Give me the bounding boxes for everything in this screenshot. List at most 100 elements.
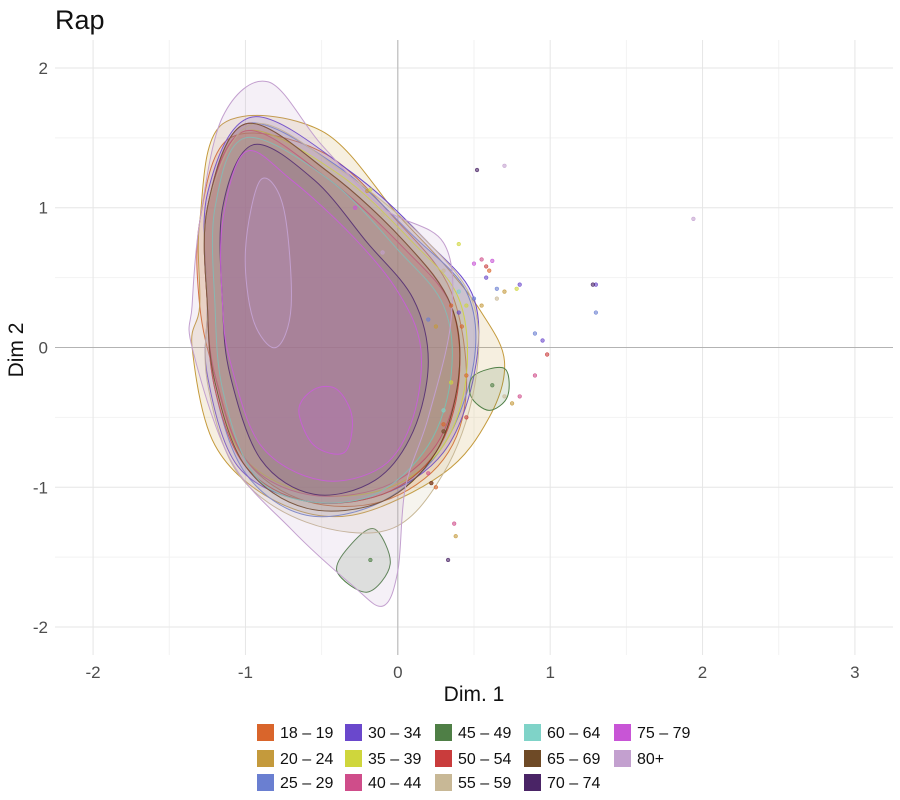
density-contour (191, 114, 506, 518)
outlier-point (380, 250, 385, 255)
outlier-point (540, 338, 545, 343)
outlier-point (441, 422, 446, 427)
outlier-point (484, 275, 489, 280)
legend-label: 60 – 64 (547, 725, 600, 742)
legend-item: 65 – 69 (524, 750, 600, 768)
outlier-point (490, 383, 495, 388)
y-tick-label: -2 (33, 618, 48, 637)
outlier-point (517, 394, 522, 399)
outlier-point (509, 401, 515, 406)
outlier-point (494, 286, 499, 291)
outlier-point (426, 317, 431, 322)
outlier-point (449, 380, 454, 385)
density-contour (298, 385, 353, 455)
outlier-point (532, 331, 538, 336)
outlier-point (368, 187, 373, 192)
legend-swatch (524, 750, 541, 767)
legend-label: 25 – 29 (280, 775, 333, 792)
legend-label: 20 – 24 (280, 751, 333, 768)
legend-item: 75 – 79 (614, 724, 690, 742)
legend-label: 80+ (637, 751, 664, 768)
outlier-point (464, 303, 469, 308)
legend-swatch (614, 724, 631, 741)
legend-swatch (524, 774, 541, 791)
outlier-point (368, 557, 373, 563)
density-contour (219, 143, 429, 496)
chart-title: Rap (55, 5, 105, 35)
density-contour (188, 80, 454, 607)
y-tick-label: 2 (39, 59, 48, 78)
outlier-point (456, 241, 461, 247)
legend-label: 75 – 79 (637, 725, 690, 742)
legend-swatch (345, 750, 362, 767)
legend-swatch (257, 750, 274, 767)
outlier-point (502, 394, 507, 399)
outlier-point (479, 303, 484, 308)
x-tick-label: 0 (393, 663, 402, 682)
legend-item: 55 – 59 (435, 774, 511, 792)
outlier-point (490, 258, 495, 263)
outlier-point (456, 289, 461, 294)
outlier-point (474, 167, 480, 173)
density-contour (244, 177, 292, 349)
point-layer (353, 163, 696, 563)
y-axis-title: Dim 2 (5, 323, 28, 378)
x-tick-label: -1 (238, 663, 253, 682)
legend-item: 25 – 29 (257, 774, 333, 792)
legend-item: 45 – 49 (435, 724, 511, 742)
legend-swatch (345, 724, 362, 741)
x-tick-label: 3 (850, 663, 859, 682)
outlier-point (494, 296, 499, 301)
outlier-point (484, 264, 489, 269)
legend-label: 18 – 19 (280, 725, 333, 742)
outlier-point (464, 373, 469, 378)
x-axis-title: Dim. 1 (444, 683, 505, 706)
outlier-point (471, 261, 477, 266)
legend-item: 40 – 44 (345, 774, 421, 792)
outlier-point (433, 485, 439, 490)
outlier-point (426, 471, 431, 476)
legend-label: 35 – 39 (368, 751, 421, 768)
x-tick-label: -2 (86, 663, 101, 682)
outlier-point (517, 282, 522, 287)
y-tick-label: 0 (39, 339, 48, 358)
legend-swatch (257, 724, 274, 741)
legend-item: 20 – 24 (257, 750, 333, 768)
outlier-point (593, 310, 598, 315)
legend-swatch (345, 774, 362, 791)
outlier-point (545, 352, 550, 357)
outlier-point (502, 163, 507, 168)
legend-item: 70 – 74 (524, 774, 600, 792)
legend-label: 45 – 49 (458, 725, 511, 742)
legend-item: 35 – 39 (345, 750, 421, 768)
legend-swatch (435, 750, 452, 767)
legend-label: 40 – 44 (368, 775, 421, 792)
outlier-point (380, 212, 385, 217)
outlier-point (453, 534, 458, 539)
outlier-point (479, 257, 484, 262)
grid-layer (55, 40, 893, 655)
legend-item: 50 – 54 (435, 750, 511, 768)
outlier-point (441, 268, 446, 273)
legend-item: 80+ (614, 750, 664, 768)
outlier-point (441, 429, 446, 434)
outlier-point (445, 557, 451, 563)
outlier-point (353, 205, 358, 210)
outlier-point (459, 324, 464, 329)
legend-item: 18 – 19 (257, 724, 333, 742)
x-tick-label: 2 (698, 663, 707, 682)
y-tick-label: 1 (39, 199, 48, 218)
legend-swatch (435, 724, 452, 741)
density-contour (203, 122, 461, 512)
outlier-point (449, 303, 454, 308)
outlier-point (464, 415, 469, 420)
legend-label: 50 – 54 (458, 751, 511, 768)
legend-label: 55 – 59 (458, 775, 511, 792)
outlier-point (532, 373, 538, 378)
outlier-point (590, 282, 595, 287)
y-tick-label: -1 (33, 478, 48, 497)
tick-layer: -2 -1 0 1 2 3 -2 -1 0 1 2 (33, 59, 860, 682)
legend-item: 30 – 34 (345, 724, 421, 742)
outlier-point (487, 268, 492, 273)
